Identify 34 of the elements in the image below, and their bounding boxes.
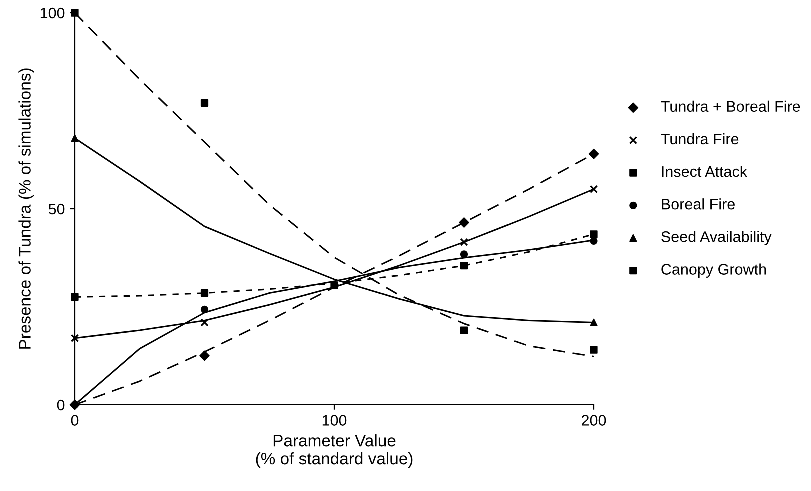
- point: [460, 262, 468, 270]
- point: [70, 334, 80, 342]
- point: [588, 148, 600, 160]
- legend-label: Canopy Growth: [662, 264, 766, 278]
- legend-label: Seed Availability: [662, 231, 772, 246]
- legend-label: Boreal Fire: [662, 198, 735, 210]
- point: [590, 237, 598, 245]
- legend-label: Tundra Fire: [661, 133, 739, 145]
- y-tick-label: 0: [57, 400, 65, 411]
- x-tick-label: 0: [71, 415, 79, 426]
- point: [200, 99, 209, 107]
- point: [460, 250, 468, 258]
- point: [459, 218, 470, 228]
- point: [460, 238, 468, 246]
- x-axis-title: Parameter Value (% of standard value): [256, 434, 413, 468]
- point: [200, 306, 209, 314]
- x-tick-label: 100: [322, 415, 347, 426]
- legend-label: Insect Attack: [662, 166, 748, 178]
- y-axis-title: Presence of Tundra (% of simulations): [18, 68, 34, 349]
- point: [590, 318, 598, 326]
- point: [460, 326, 468, 334]
- y-tick-label: 100: [40, 8, 65, 19]
- legend-label: Tundra + Boreal Fire: [661, 100, 800, 112]
- y-tick-label: 50: [48, 204, 65, 215]
- point: [71, 293, 79, 302]
- point: [200, 318, 209, 327]
- x-tick-label: 200: [582, 415, 606, 426]
- point: [330, 282, 338, 290]
- point: [71, 134, 79, 142]
- point: [200, 289, 209, 298]
- point: [590, 230, 598, 238]
- point: [590, 346, 598, 354]
- point: [200, 350, 210, 362]
- point: [590, 185, 598, 194]
